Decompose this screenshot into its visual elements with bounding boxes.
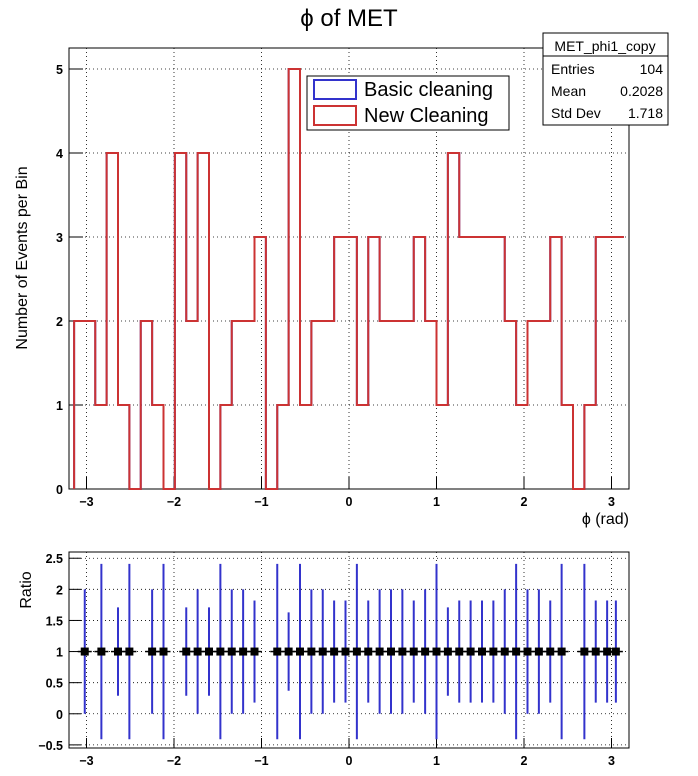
- ratio-point: [432, 647, 441, 656]
- ratio-point: [273, 647, 282, 656]
- series-new-cleaning-line: [73, 68, 624, 490]
- ratio-point: [182, 647, 191, 656]
- legend-label-basic: Basic cleaning: [364, 79, 493, 101]
- ratio-point: [398, 647, 407, 656]
- main-x-tick-label: −3: [79, 495, 93, 509]
- ratio-point: [557, 647, 566, 656]
- ratio-point: [97, 647, 106, 656]
- ratio-point: [193, 647, 202, 656]
- ratio-y-axis-label: Ratio: [18, 571, 35, 608]
- ratio-point: [534, 647, 543, 656]
- main-ticks: −3 −2 −1 0 1 2 3 0 1 2 3 4 5: [56, 63, 615, 509]
- main-y-tick-label: 0: [56, 483, 63, 497]
- ratio-points: [77, 563, 623, 740]
- ratio-y-tick-label: 0.5: [46, 677, 63, 691]
- ratio-point: [148, 647, 157, 656]
- stats-stddev-value: 1.718: [628, 105, 663, 121]
- ratio-ticks: −3 −2 −1 0 1 2 3 −0.5 0 0.5 1 1.5 2 2.5: [38, 552, 615, 768]
- ratio-y-tick-label: 0: [56, 708, 63, 722]
- legend-swatch-new: [313, 105, 357, 126]
- ratio-point: [318, 647, 327, 656]
- legend: Basic cleaning New Cleaning: [306, 75, 510, 131]
- ratio-point: [159, 647, 168, 656]
- ratio-x-tick-label: −1: [254, 754, 268, 768]
- main-series: [73, 68, 624, 490]
- main-y-tick-label: 1: [56, 399, 63, 413]
- ratio-point: [591, 647, 600, 656]
- ratio-y-tick-label: 2.5: [46, 552, 63, 566]
- ratio-x-tick-label: −2: [167, 754, 181, 768]
- main-x-tick-label: −1: [254, 495, 268, 509]
- ratio-point: [421, 647, 430, 656]
- ratio-point: [341, 647, 350, 656]
- ratio-y-tick-label: 1: [56, 646, 63, 660]
- ratio-point: [307, 647, 316, 656]
- stats-box: MET_phi1_copy Entries 104 Mean 0.2028 St…: [542, 32, 669, 126]
- main-y-tick-label: 3: [56, 231, 63, 245]
- ratio-point: [227, 647, 236, 656]
- ratio-point: [205, 647, 213, 656]
- main-y-tick-label: 2: [56, 315, 63, 329]
- stats-entries-value: 104: [640, 61, 664, 77]
- stats-stddev-label: Std Dev: [551, 105, 601, 121]
- ratio-point: [125, 647, 134, 656]
- stats-box-name: MET_phi1_copy: [554, 38, 655, 54]
- main-x-tick-label: 0: [346, 495, 353, 509]
- legend-label-new: New Cleaning: [364, 105, 489, 127]
- ratio-point: [443, 647, 452, 656]
- ratio-point: [80, 647, 89, 656]
- ratio-point: [546, 647, 555, 656]
- chart-title: ϕ of MET: [300, 5, 398, 32]
- x-axis-label: ϕ (rad): [582, 511, 629, 528]
- ratio-x-tick-label: 1: [433, 754, 440, 768]
- ratio-point: [523, 647, 532, 656]
- ratio-point: [409, 647, 418, 656]
- stats-mean-label: Mean: [551, 83, 586, 99]
- main-x-tick-label: 3: [608, 495, 615, 509]
- main-y-tick-label: 4: [56, 147, 63, 161]
- ratio-x-tick-label: 2: [521, 754, 528, 768]
- ratio-point: [387, 647, 395, 656]
- ratio-x-tick-label: −3: [79, 754, 93, 768]
- ratio-point: [500, 647, 509, 656]
- main-y-tick-label: 5: [56, 63, 63, 77]
- ratio-point: [489, 647, 498, 656]
- ratio-point: [455, 647, 464, 656]
- ratio-point: [239, 647, 248, 656]
- ratio-point: [352, 647, 361, 656]
- ratio-point: [478, 647, 486, 656]
- ratio-point: [114, 647, 122, 656]
- ratio-point: [250, 647, 259, 656]
- stats-entries-label: Entries: [551, 61, 595, 77]
- ratio-point: [375, 647, 384, 656]
- ratio-point: [603, 647, 612, 656]
- ratio-point: [512, 647, 521, 656]
- main-x-tick-label: −2: [167, 495, 181, 509]
- main-x-tick-label: 2: [521, 495, 528, 509]
- ratio-y-tick-label: 2: [56, 583, 63, 597]
- y-axis-label: Number of Events per Bin: [14, 166, 31, 349]
- ratio-point: [580, 647, 589, 656]
- main-x-tick-label: 1: [433, 495, 440, 509]
- stats-mean-value: 0.2028: [620, 83, 663, 99]
- ratio-point: [216, 647, 225, 656]
- ratio-y-tick-label: −0.5: [38, 739, 63, 753]
- ratio-point: [296, 647, 304, 656]
- ratio-point: [466, 647, 475, 656]
- ratio-point: [284, 647, 293, 656]
- ratio-y-tick-label: 1.5: [46, 614, 63, 628]
- ratio-point: [611, 647, 620, 656]
- ratio-x-tick-label: 0: [346, 754, 353, 768]
- ratio-x-tick-label: 3: [608, 754, 615, 768]
- legend-swatch-basic: [313, 79, 357, 100]
- ratio-point: [364, 647, 373, 656]
- ratio-point: [330, 647, 339, 656]
